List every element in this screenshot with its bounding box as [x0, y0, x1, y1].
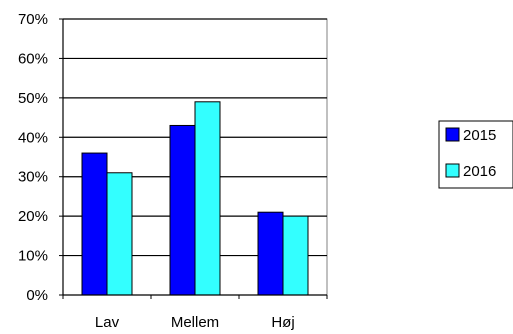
- y-tick-label: 10%: [18, 248, 48, 265]
- y-tick-label: 50%: [18, 90, 48, 107]
- bar-2016-Høj: [282, 215, 309, 296]
- legend-label-2016: 2016: [463, 163, 496, 180]
- x-category-label: Høj: [271, 314, 294, 331]
- y-tick-label: 40%: [18, 129, 48, 146]
- legend-label-2015: 2015: [463, 127, 496, 144]
- legend: 2015 2016: [438, 120, 513, 189]
- axes: [62, 19, 327, 296]
- y-tick-labels: 0% 10% 20% 30% 40% 50% 60% 70%: [18, 11, 63, 304]
- y-tick-label: 70%: [18, 11, 48, 28]
- bar-2015-Høj: [257, 211, 284, 296]
- y-tick-label: 0%: [26, 287, 48, 304]
- bar-2016-Lav: [106, 172, 133, 296]
- bar-2015-Mellem: [169, 124, 196, 296]
- legend-swatch-2016: [445, 163, 460, 178]
- x-category-label: Mellem: [171, 314, 219, 331]
- bar-2015-Lav: [81, 152, 108, 296]
- x-category-labels: Lav Mellem Høj: [62, 295, 328, 331]
- y-tick-label: 30%: [18, 169, 48, 186]
- y-tick-label: 20%: [18, 208, 48, 225]
- bar-2016-Mellem: [194, 101, 221, 296]
- y-tick-label: 60%: [18, 50, 48, 67]
- bars: [81, 101, 309, 296]
- legend-swatch-2015: [445, 127, 460, 142]
- x-category-label: Lav: [95, 314, 120, 331]
